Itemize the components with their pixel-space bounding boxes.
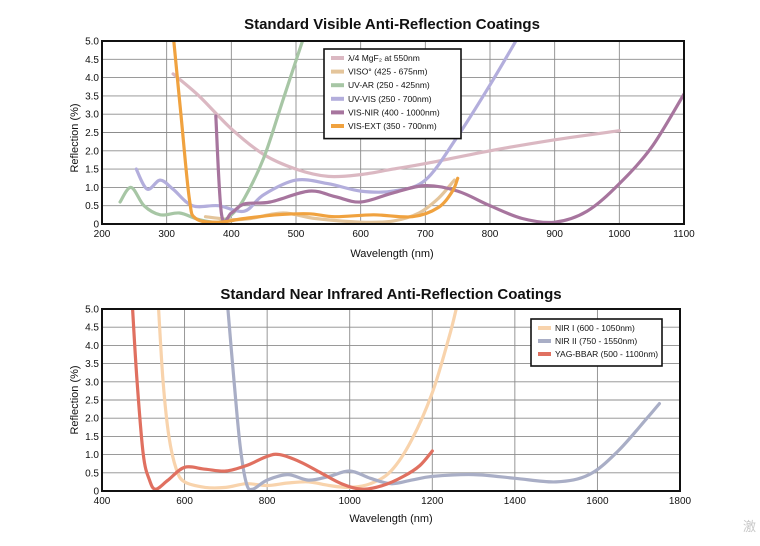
x-tick-label: 1000 [608, 229, 631, 240]
legend-entry: VIS-EXT (350 - 700nm) [348, 121, 437, 131]
y-tick-label: 2.0 [85, 414, 99, 425]
y-tick-label: 3.5 [85, 359, 99, 370]
x-tick-label: 400 [94, 496, 111, 507]
y-axis-label: Reflection (%) [69, 103, 81, 172]
y-tick-label: 3.5 [85, 91, 99, 102]
plot-frame [101, 308, 681, 492]
x-tick-label: 600 [352, 229, 369, 240]
x-tick-label: 200 [94, 229, 111, 240]
x-tick-label: 1000 [339, 496, 362, 507]
y-tick-label: 2.5 [85, 396, 99, 407]
y-tick-label: 3.0 [85, 110, 99, 121]
x-tick-label: 900 [546, 229, 563, 240]
y-tick-label: 1.5 [85, 165, 99, 176]
legend-entry: NIR II (750 - 1550nm) [555, 336, 637, 346]
x-tick-label: 800 [482, 229, 499, 240]
chart-title: Standard Near Infrared Anti-Reflection C… [220, 286, 561, 303]
legend-entry: UV-AR (250 - 425nm) [348, 80, 430, 90]
series-line-2 [131, 309, 434, 491]
series-line-0 [157, 309, 458, 490]
plot-frame [101, 40, 685, 225]
tick-labels: 200 300 400 500 600 700 800 900 1000 1100 0 0.5 1.0 1… [85, 37, 695, 241]
series-line-0 [171, 72, 621, 179]
y-tick-label: 0 [93, 220, 99, 231]
y-tick-label: 0.5 [85, 468, 99, 479]
chart-title: Standard Visible Anti-Reflection Coating… [244, 16, 540, 33]
y-tick-label: 1.0 [85, 183, 99, 194]
x-tick-label: 300 [158, 229, 175, 240]
y-tick-label: 5.0 [85, 37, 99, 48]
legend-entry: YAG-BBAR (500 - 1100nm) [555, 349, 658, 359]
y-tick-label: 1.5 [85, 432, 99, 443]
x-tick-label: 1600 [586, 496, 609, 507]
y-tick-label: 2.5 [85, 128, 99, 139]
legend-entry: UV-VIS (250 - 700nm) [348, 94, 432, 104]
x-tick-label: 1100 [673, 229, 695, 240]
y-axis-label: Reflection (%) [69, 365, 81, 434]
y-tick-label: 4.5 [85, 55, 99, 66]
x-tick-label: 700 [417, 229, 434, 240]
series-layer [131, 309, 661, 491]
legend-entry: VIS-NIR (400 - 1000nm) [348, 107, 440, 117]
legend-box [530, 318, 663, 367]
y-tick-label: 1.0 [85, 450, 99, 461]
x-tick-label: 1200 [421, 496, 444, 507]
x-tick-label: 1400 [504, 496, 527, 507]
x-tick-label: 800 [259, 496, 276, 507]
legend: λ/4 MgF₂ at 550nm VISO° (425 - 675nm) UV-A… [323, 48, 462, 140]
y-tick-label: 0 [93, 487, 99, 498]
y-tick-label: 0.5 [85, 201, 99, 212]
x-axis-label: Wavelength (nm) [349, 513, 432, 525]
y-tick-label: 3.0 [85, 377, 99, 388]
x-tick-label: 500 [288, 229, 305, 240]
y-tick-label: 4.5 [85, 323, 99, 334]
y-tick-label: 4.0 [85, 73, 99, 84]
series-line-1 [226, 309, 661, 491]
legend-entry: VISO° (425 - 675nm) [348, 67, 428, 77]
y-tick-label: 4.0 [85, 341, 99, 352]
series-line-2 [118, 41, 305, 224]
x-tick-label: 1800 [669, 496, 692, 507]
legend: NIR I (600 - 1050nm) NIR II (750 - 1550nm… [530, 318, 663, 367]
legend-entry: NIR I (600 - 1050nm) [555, 323, 635, 333]
series-line-3 [134, 41, 518, 214]
watermark-text: 激 [743, 520, 756, 535]
y-tick-label: 5.0 [85, 305, 99, 316]
x-tick-label: 600 [176, 496, 193, 507]
series-line-5 [172, 41, 460, 224]
legend-box [323, 48, 462, 140]
chart-nir-ar: Standard Near Infrared Anti-Reflection C… [69, 286, 692, 525]
y-tick-label: 2.0 [85, 146, 99, 157]
x-tick-label: 400 [223, 229, 240, 240]
series-layer [118, 41, 684, 224]
x-axis-label: Wavelength (nm) [350, 248, 433, 260]
chart-visible-ar: Standard Visible Anti-Reflection Coating… [69, 16, 695, 260]
legend-entry: λ/4 MgF₂ at 550nm [348, 53, 420, 63]
tick-labels: 400 600 800 1000 1200 1400 1600 1800 0 0.5 1.0 1.5 2… [85, 305, 691, 508]
series-line-4 [214, 92, 684, 224]
